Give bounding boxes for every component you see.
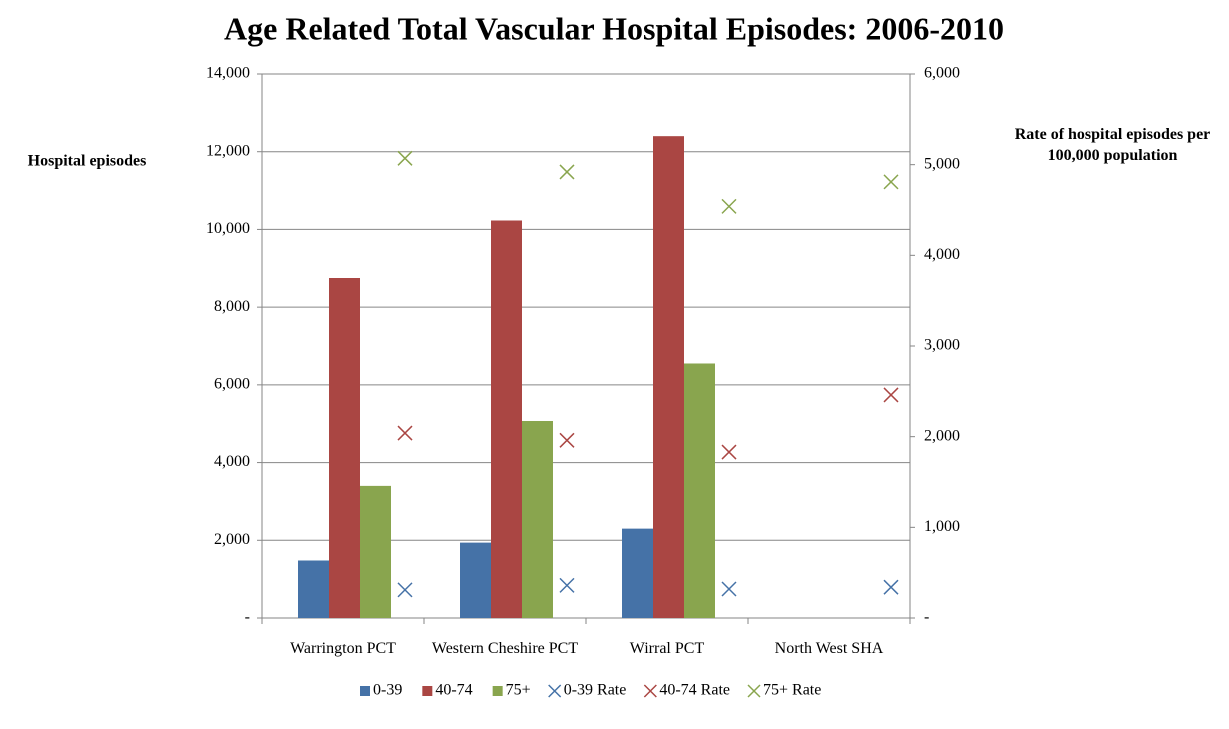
y2-tick-label: 6,000 xyxy=(924,65,960,82)
rate-marker xyxy=(721,581,737,597)
legend-label: 40-74 xyxy=(435,682,472,699)
bar xyxy=(684,363,715,618)
y2-tick-label: 2,000 xyxy=(924,427,960,444)
y-tick-label: - xyxy=(245,609,250,626)
legend-marker xyxy=(548,684,562,698)
y2-tick-label: 3,000 xyxy=(924,337,960,354)
bar xyxy=(653,136,684,618)
bar xyxy=(329,278,360,618)
y-tick-label: 14,000 xyxy=(206,65,250,82)
bar xyxy=(491,220,522,618)
rate-marker xyxy=(721,198,737,214)
rate-marker xyxy=(883,387,899,403)
rate-marker xyxy=(397,425,413,441)
y2-tick-label: - xyxy=(924,609,929,626)
legend-label: 40-74 Rate xyxy=(659,682,730,699)
x-tick-label: Western Cheshire PCT xyxy=(431,640,579,657)
bar xyxy=(298,560,329,618)
y-tick-label: 4,000 xyxy=(214,453,250,470)
legend-marker xyxy=(643,684,657,698)
rate-marker xyxy=(721,444,737,460)
y-tick-label: 10,000 xyxy=(206,220,250,237)
y2-tick-label: 1,000 xyxy=(924,518,960,535)
y2-axis-label: Rate of hospital episodes per 100,000 po… xyxy=(1014,126,1211,164)
chart-title: Age Related Total Vascular Hospital Epis… xyxy=(224,10,1004,46)
rate-marker xyxy=(397,582,413,598)
rate-marker xyxy=(883,579,899,595)
legend-label: 75+ xyxy=(506,682,531,699)
rate-marker xyxy=(559,577,575,593)
rate-marker xyxy=(559,432,575,448)
legend-marker xyxy=(747,684,761,698)
y2-tick-label: 4,000 xyxy=(924,246,960,263)
rate-marker xyxy=(397,150,413,166)
legend-label: 75+ Rate xyxy=(763,682,821,699)
y-axis-label: Hospital episodes xyxy=(28,153,147,170)
legend-label: 0-39 xyxy=(373,682,402,699)
x-tick-label: North West SHA xyxy=(774,640,884,657)
rate-marker xyxy=(559,164,575,180)
legend-swatch xyxy=(492,686,503,696)
legend-label: 0-39 Rate xyxy=(564,682,627,699)
y-tick-label: 2,000 xyxy=(214,531,250,548)
bar xyxy=(360,485,391,618)
x-tick-label: Warrington PCT xyxy=(290,640,396,657)
rate-marker xyxy=(883,174,899,190)
y-tick-label: 6,000 xyxy=(214,376,250,393)
x-tick-label: Wirral PCT xyxy=(629,640,705,657)
y2-tick-label: 5,000 xyxy=(924,155,960,172)
y-tick-label: 8,000 xyxy=(214,298,250,315)
bar xyxy=(522,420,553,618)
bar xyxy=(460,542,491,618)
bar xyxy=(622,528,653,618)
legend-swatch xyxy=(422,686,433,696)
y-tick-label: 12,000 xyxy=(206,142,250,159)
legend-swatch xyxy=(360,686,370,696)
